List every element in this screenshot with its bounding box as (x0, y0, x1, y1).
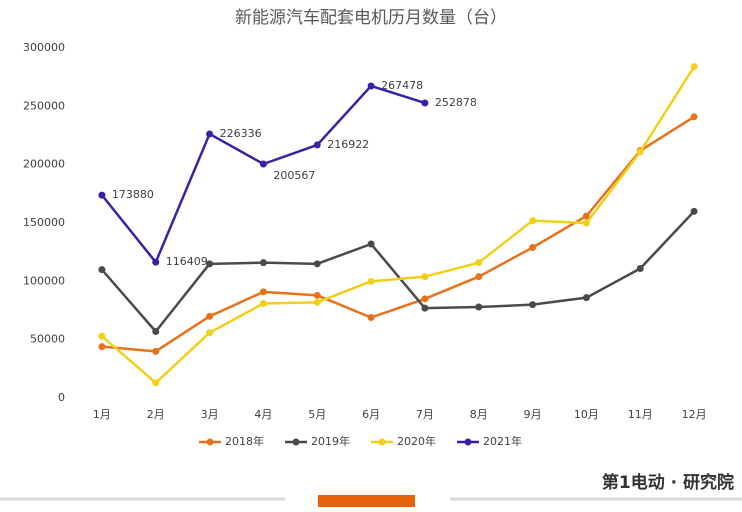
series-line (100, 210, 695, 333)
data-point (636, 265, 644, 272)
x-tick-label: 11月 (628, 408, 653, 421)
y-tick-label: 150000 (23, 216, 65, 229)
data-point (421, 304, 429, 312)
legend-marker (464, 438, 472, 446)
legend-label: 2021年 (483, 434, 522, 448)
data-point (690, 63, 698, 71)
y-tick-label: 250000 (23, 99, 65, 112)
x-tick-label: 2月 (147, 408, 165, 421)
footer-accent (318, 495, 415, 507)
y-tick-label: 0 (58, 391, 65, 404)
data-point (152, 258, 160, 266)
data-point (98, 332, 106, 340)
data-point (475, 259, 483, 267)
data-point (152, 328, 160, 335)
legend-marker (378, 438, 386, 446)
footer-brand: 第1电动 · 研究院 (602, 472, 734, 493)
series-line (101, 115, 695, 353)
data-point (206, 130, 214, 138)
data-point (475, 273, 483, 281)
data-point (636, 148, 644, 156)
data-point (98, 343, 106, 351)
data-label: 173880 (112, 188, 154, 201)
data-point (475, 303, 483, 311)
data-point (690, 113, 698, 121)
data-point (690, 207, 698, 215)
legend-label: 2019年 (311, 434, 350, 448)
data-point (313, 141, 321, 149)
data-point (313, 298, 321, 306)
x-tick-label: 7月 (416, 408, 434, 421)
data-point (206, 260, 214, 268)
x-tick-label: 8月 (470, 408, 488, 421)
legend-label: 2018年 (225, 434, 264, 448)
data-point (421, 99, 429, 107)
data-point (98, 266, 106, 274)
data-point (152, 379, 160, 387)
data-point (152, 347, 160, 355)
data-point (582, 219, 590, 227)
y-tick-label: 50000 (30, 333, 65, 346)
data-point (206, 312, 214, 320)
data-point (582, 212, 590, 220)
data-point (259, 300, 267, 307)
data-point (206, 329, 214, 337)
x-tick-label: 5月 (308, 408, 326, 421)
y-tick-label: 200000 (23, 158, 65, 171)
x-tick-label: 1月 (93, 408, 111, 421)
data-point (259, 160, 267, 168)
x-tick-label: 6月 (362, 408, 380, 421)
data-label: 252878 (435, 96, 477, 109)
x-tick-label: 3月 (201, 408, 219, 421)
data-point (313, 291, 321, 299)
legend-marker (206, 438, 214, 446)
data-label: 267478 (381, 79, 423, 92)
data-point (529, 244, 537, 251)
series-line (100, 84, 426, 264)
data-point (367, 314, 375, 321)
data-point (367, 277, 375, 285)
data-point (367, 82, 375, 90)
data-point (313, 260, 321, 268)
x-tick-label: 4月 (254, 408, 272, 421)
data-label: 226336 (220, 127, 262, 140)
legend-label: 2020年 (397, 434, 436, 448)
legend-marker (292, 438, 300, 446)
data-label: 216922 (327, 138, 369, 151)
data-point (582, 294, 590, 302)
data-label: 116409 (166, 255, 208, 268)
x-tick-label: 10月 (574, 408, 599, 421)
data-point (259, 288, 267, 296)
data-point (529, 217, 537, 225)
y-tick-label: 100000 (23, 274, 65, 287)
y-tick-label: 300000 (23, 41, 65, 54)
series-line (101, 65, 696, 385)
data-point (529, 301, 537, 309)
data-point (259, 259, 267, 267)
x-tick-label: 9月 (524, 408, 542, 421)
data-point (98, 191, 106, 199)
chart-title: 新能源汽车配套电机历月数量（台） (235, 8, 507, 28)
data-point (421, 295, 429, 303)
data-point (421, 273, 429, 281)
data-label: 200567 (273, 169, 315, 182)
x-tick-label: 12月 (682, 408, 707, 421)
data-point (367, 240, 375, 248)
